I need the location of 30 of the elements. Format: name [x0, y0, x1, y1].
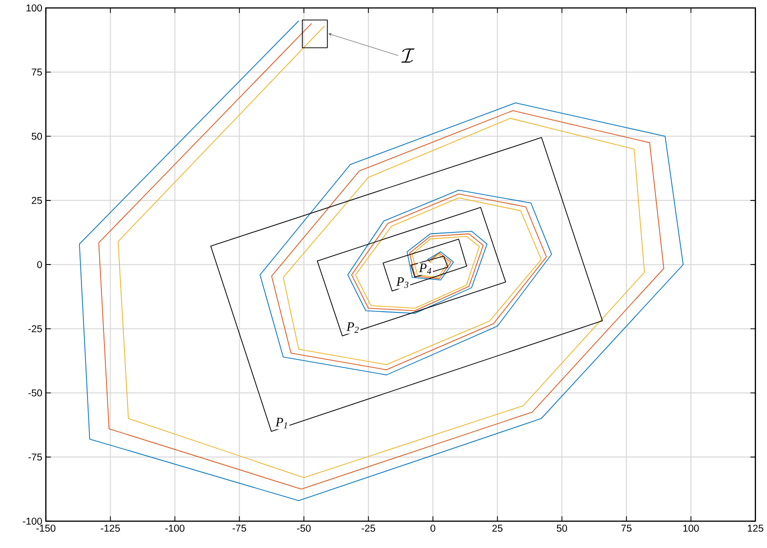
y-tick-label: 50	[32, 132, 42, 140]
series-label: P$_{3}$	[396, 277, 408, 288]
x-tick-label: -100	[165, 524, 184, 532]
x-tick-label: 50	[556, 524, 568, 532]
x-tick-label: 25	[492, 524, 502, 532]
line-series	[210, 137, 603, 432]
series-label: P$_{2}$	[346, 322, 359, 333]
x-tick-label: 0	[430, 524, 436, 532]
x-tick-label: -50	[297, 524, 311, 532]
annotation: $\mathcal{I}$	[401, 48, 415, 63]
series-label: P$_{1}$	[275, 418, 287, 428]
series-label: P$_{4}$	[418, 264, 432, 274]
x-tick-label: 75	[621, 524, 632, 532]
x-tick-label: -25	[362, 524, 376, 532]
y-tick-label: -75	[28, 454, 42, 460]
line-series	[410, 256, 448, 278]
x-tick-label: -125	[100, 524, 120, 532]
x-tick-label: -75	[232, 524, 246, 532]
y-tick-label: 25	[32, 196, 42, 204]
x-tick-label: 100	[683, 524, 699, 532]
x-tick-label: -150	[36, 524, 56, 532]
y-tick-label: 100	[26, 4, 42, 12]
line-series	[382, 238, 468, 292]
y-tick-label: -100	[22, 518, 42, 525]
y-tick-label: 0	[37, 261, 42, 268]
line-series	[316, 206, 506, 336]
y-tick-label: -25	[28, 325, 42, 332]
y-tick-label: 75	[32, 68, 42, 76]
x-tick-label: 125	[748, 524, 764, 532]
y-tick-label: -50	[28, 389, 42, 396]
